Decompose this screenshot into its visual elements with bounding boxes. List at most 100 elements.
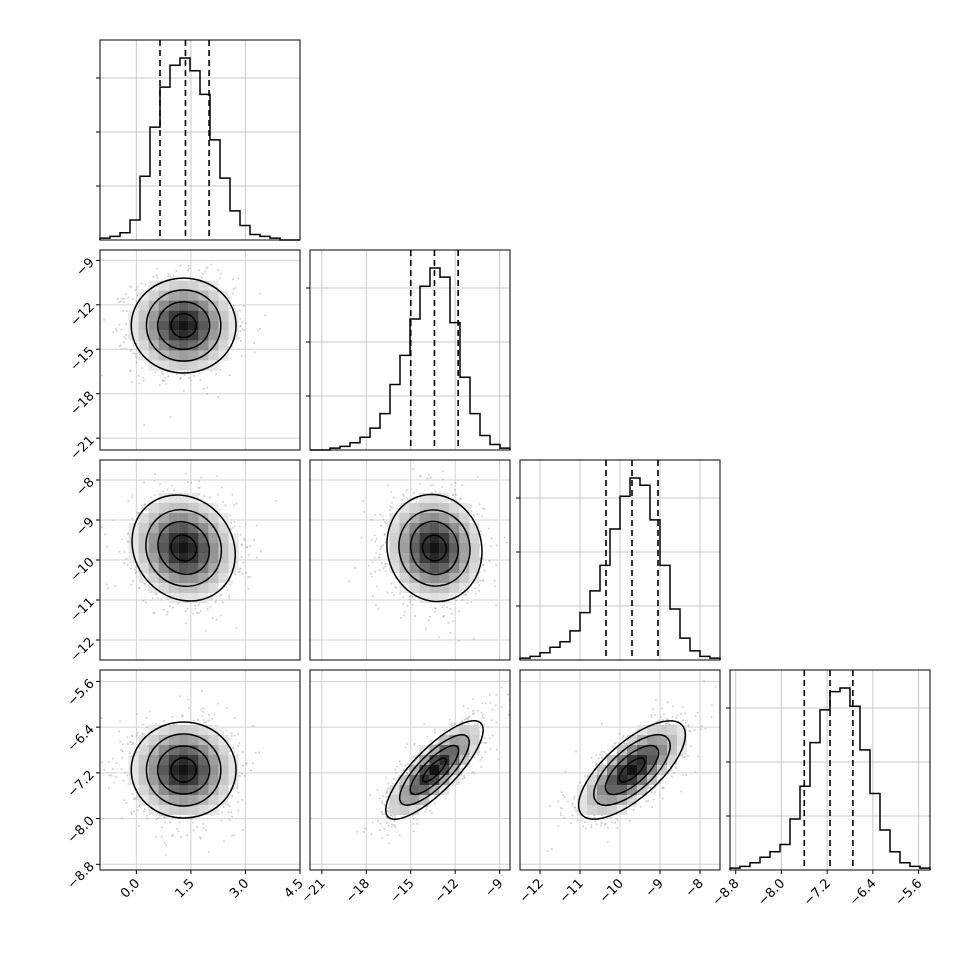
density-cell xyxy=(449,543,460,553)
scatter-point xyxy=(208,496,211,499)
scatter-point xyxy=(190,481,193,484)
density-cell xyxy=(439,573,450,583)
density-cell xyxy=(138,340,149,351)
density-cell xyxy=(148,523,159,533)
scatter-point xyxy=(175,269,178,272)
density-cell xyxy=(178,330,189,341)
density-cell xyxy=(158,533,169,543)
scatter-point xyxy=(469,506,472,509)
scatter-point xyxy=(239,317,242,320)
density-cell xyxy=(389,543,400,553)
density-cell xyxy=(158,513,169,523)
scatter-point xyxy=(415,501,417,504)
scatter-point xyxy=(382,518,385,521)
scatter-point xyxy=(383,533,386,535)
scatter-point xyxy=(132,741,134,744)
scatter-point xyxy=(483,569,486,572)
scatter-point xyxy=(463,593,465,596)
density-cell xyxy=(389,563,400,573)
scatter-point xyxy=(141,732,144,735)
scatter-point xyxy=(474,587,477,590)
scatter-point xyxy=(461,484,464,487)
scatter-point xyxy=(237,277,240,280)
density-cell xyxy=(178,563,189,573)
density-cell xyxy=(399,503,410,513)
density-cell xyxy=(208,573,219,583)
scatter-point xyxy=(197,604,200,607)
scatter-point xyxy=(392,496,395,499)
scatter-point xyxy=(164,596,167,599)
scatter-point xyxy=(395,586,398,589)
scatter-point xyxy=(382,567,385,570)
density-cell xyxy=(178,493,189,503)
scatter-point xyxy=(427,474,430,476)
scatter-point xyxy=(482,557,485,560)
density-cell xyxy=(168,543,179,553)
scatter-point xyxy=(101,526,103,529)
scatter-point xyxy=(403,611,406,614)
scatter-point xyxy=(124,293,127,296)
scatter-point xyxy=(122,779,125,782)
panel-content xyxy=(101,472,277,632)
density-cell xyxy=(148,583,159,593)
scatter-point xyxy=(233,503,235,506)
scatter-point xyxy=(134,354,137,357)
scatter-point xyxy=(232,288,235,290)
scatter-point xyxy=(134,288,137,291)
scatter-point xyxy=(169,275,172,277)
scatter-point xyxy=(197,612,200,615)
scatter-point xyxy=(129,567,132,570)
scatter-point xyxy=(140,282,143,285)
density-cell xyxy=(409,563,420,573)
scatter-point xyxy=(206,266,209,269)
scatter-point xyxy=(230,581,233,583)
scatter-point xyxy=(239,533,242,536)
density-cell xyxy=(158,553,169,563)
scatter-point xyxy=(367,564,370,567)
contour-line xyxy=(398,509,471,587)
scatter-point xyxy=(434,607,437,610)
scatter-point xyxy=(112,331,115,334)
scatter-point xyxy=(234,287,237,290)
scatter-point xyxy=(470,504,473,507)
density-cell xyxy=(439,503,450,513)
scatter-point xyxy=(387,524,389,527)
scatter-point xyxy=(478,589,481,592)
scatter-point xyxy=(209,605,212,608)
scatter-point xyxy=(243,539,246,542)
scatter-point xyxy=(188,267,191,270)
scatter-point xyxy=(429,476,432,479)
scatter-point xyxy=(389,505,392,508)
scatter-point xyxy=(428,619,430,622)
scatter-point xyxy=(454,488,457,491)
density-cell xyxy=(459,533,470,543)
density-cell xyxy=(178,523,189,533)
density-cell xyxy=(168,340,179,351)
density-cell xyxy=(439,543,450,553)
density-cell xyxy=(188,280,199,291)
scatter-point xyxy=(155,593,158,596)
scatter-point xyxy=(399,592,401,595)
scatter-point xyxy=(375,585,378,588)
scatter-point xyxy=(201,272,204,275)
scatter-point xyxy=(100,374,103,377)
scatter-point xyxy=(172,833,174,836)
scatter-point xyxy=(228,374,231,377)
scatter-point xyxy=(246,546,249,549)
scatter-point xyxy=(144,283,147,286)
scatter-point xyxy=(136,342,138,345)
scatter-point xyxy=(123,335,126,338)
scatter-point xyxy=(207,713,210,716)
density-cell xyxy=(449,563,460,573)
scatter-point xyxy=(127,540,129,543)
scatter-point xyxy=(481,579,484,582)
scatter-point xyxy=(132,352,135,355)
density-cell xyxy=(429,543,440,553)
scatter-point xyxy=(241,328,244,331)
histogram-bar xyxy=(99,57,300,241)
scatter-point xyxy=(125,557,128,560)
scatter-point xyxy=(214,601,217,604)
scatter-point xyxy=(412,467,415,470)
density-cell xyxy=(198,553,209,563)
scatter-point xyxy=(378,556,381,559)
